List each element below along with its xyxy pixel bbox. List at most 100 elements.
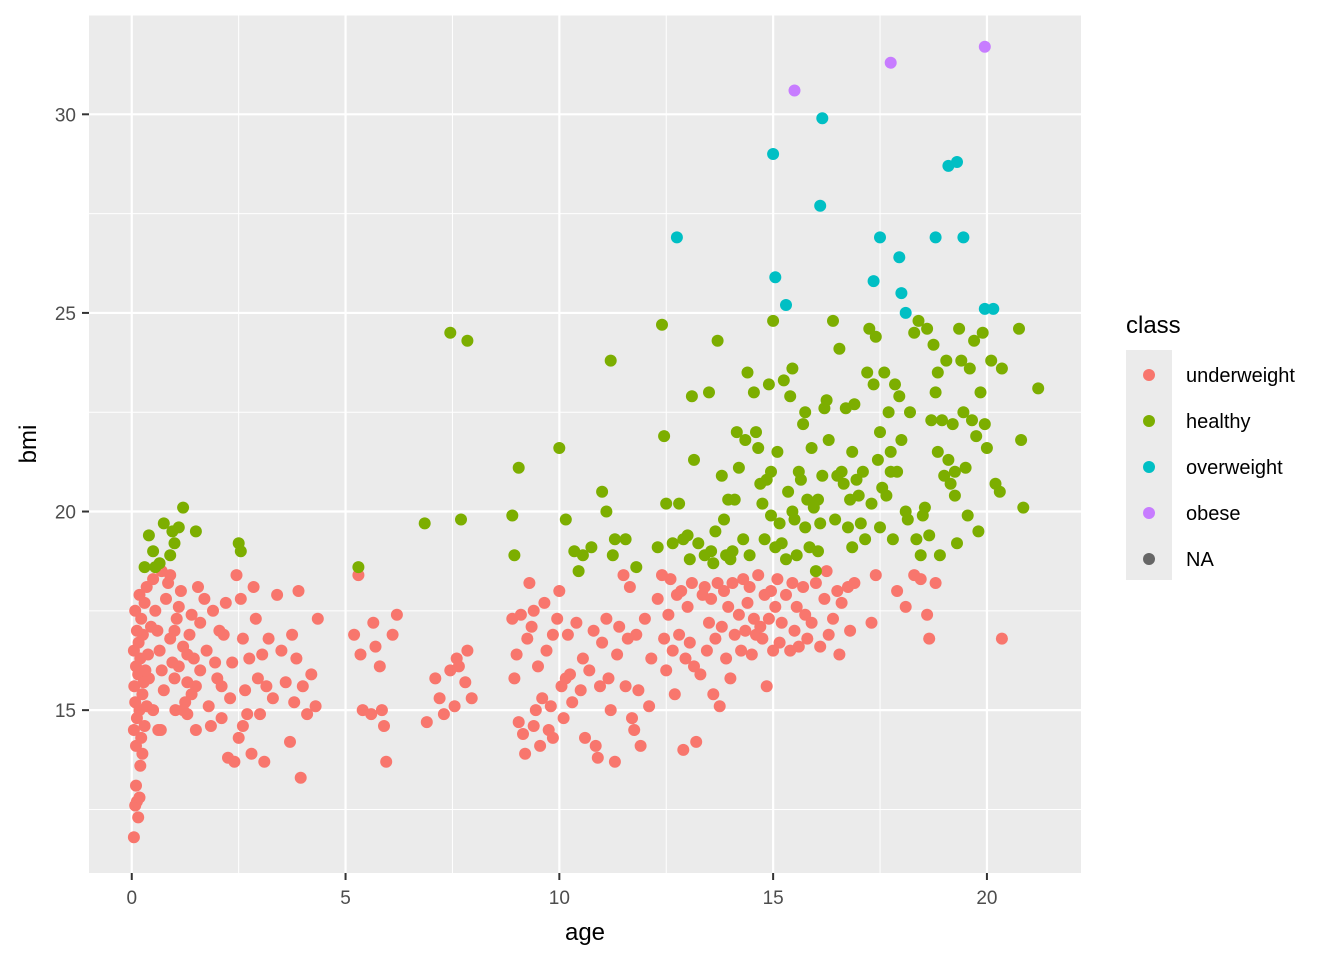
data-point-underweight [658,632,671,645]
data-point-obese [884,56,897,69]
data-point-underweight [521,632,534,645]
data-point-healthy [752,442,765,454]
data-point-underweight [769,600,782,613]
data-point-healthy [455,513,467,526]
data-point-underweight [786,577,799,589]
data-point-healthy [908,326,921,339]
data-point-underweight [198,592,211,605]
data-point-underweight [243,652,256,665]
data-point-underweight [517,728,529,740]
data-point-underweight [788,624,801,637]
legend-key-underweight [1143,369,1155,381]
data-point-underweight [762,612,775,625]
data-point-healthy [756,497,769,510]
data-point-healthy [848,398,861,411]
data-point-healthy [1017,501,1030,514]
data-point-underweight [546,731,559,744]
data-point-overweight [987,302,1000,315]
data-point-healthy [585,541,598,554]
data-point-healthy [164,549,177,562]
data-point-underweight [679,652,692,665]
data-point-underweight [587,624,600,637]
data-point-healthy [961,509,974,522]
x-tick-label: 20 [976,888,997,909]
data-point-healthy [606,549,619,562]
data-point-healthy [878,366,891,379]
data-point-underweight [134,759,147,772]
data-point-underweight [715,620,728,633]
data-point-healthy [576,549,589,562]
data-point-underweight [266,692,279,705]
data-point-underweight [914,573,927,586]
data-point-healthy [730,426,743,439]
data-point-underweight [192,581,204,593]
data-point-healthy [765,509,777,522]
data-point-underweight [301,708,314,721]
data-point-healthy [1015,434,1028,446]
data-point-underweight [611,648,624,661]
data-point-healthy [658,430,671,443]
data-point-underweight [224,692,237,705]
data-point-healthy [948,489,961,502]
data-point-underweight [508,672,521,685]
data-point-underweight [127,831,140,844]
data-point-underweight [433,692,446,705]
data-point-underweight [386,628,399,641]
data-point-underweight [923,632,936,645]
data-point-underweight [754,620,767,633]
data-point-healthy [352,561,365,574]
data-point-underweight [234,592,247,605]
data-point-healthy [444,326,457,339]
data-point-underweight [538,596,551,609]
data-point-healthy [782,485,795,498]
data-point-underweight [685,577,698,589]
data-point-healthy [728,493,741,506]
data-point-overweight [816,112,829,125]
data-point-underweight [801,632,814,645]
data-point-underweight [132,811,145,824]
data-point-underweight [608,755,621,768]
data-point-underweight [773,636,786,649]
data-point-underweight [677,743,690,756]
data-point-underweight [662,608,675,621]
data-point-healthy [931,445,944,458]
data-point-healthy [799,406,812,419]
data-point-underweight [194,664,207,677]
data-point-underweight [722,600,735,613]
data-point-underweight [865,616,878,629]
data-point-underweight [209,656,222,669]
data-point-underweight [189,724,202,736]
data-point-healthy [692,537,705,550]
data-point-underweight [181,648,194,661]
data-point-healthy [963,362,976,375]
data-point-underweight [718,585,730,597]
data-point-healthy [147,545,160,558]
data-point-underweight [638,612,651,625]
data-point-healthy [995,362,1008,375]
data-point-underweight [698,581,711,593]
data-point-underweight [465,692,478,705]
data-point-underweight [204,720,217,732]
data-point-underweight [797,581,810,593]
data-point-healthy [970,430,983,443]
data-point-underweight [127,724,140,736]
data-point-underweight [827,612,839,625]
data-point-healthy [829,513,842,526]
data-point-healthy [418,517,431,530]
legend-label-healthy: healthy [1186,411,1251,433]
data-point-healthy [461,334,474,347]
y-tick-label: 30 [55,105,76,126]
data-point-healthy [846,445,859,458]
data-point-underweight [707,688,720,701]
data-point-underweight [732,608,745,621]
data-point-underweight [626,712,638,725]
data-point-healthy [882,406,895,419]
data-point-underweight [683,636,696,649]
data-point-underweight [767,644,780,657]
data-point-healthy [596,485,609,498]
data-point-underweight [133,588,146,601]
data-point-healthy [572,565,585,578]
data-point-underweight [311,612,324,625]
data-point-underweight [365,708,378,721]
data-point-underweight [745,648,758,661]
